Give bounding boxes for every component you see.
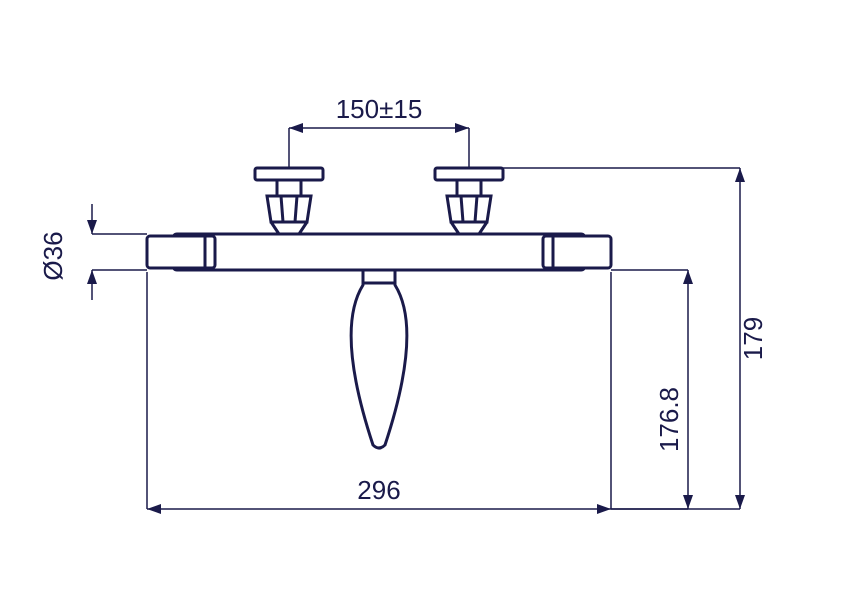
dimension-connector-spacing: 150±15: [336, 94, 423, 124]
dimension-full-height: 179: [738, 317, 768, 360]
dimension-spout-height: 176.8: [654, 387, 684, 452]
dimension-full-width: 296: [357, 475, 400, 505]
dimension-diameter: Ø36: [38, 231, 68, 280]
